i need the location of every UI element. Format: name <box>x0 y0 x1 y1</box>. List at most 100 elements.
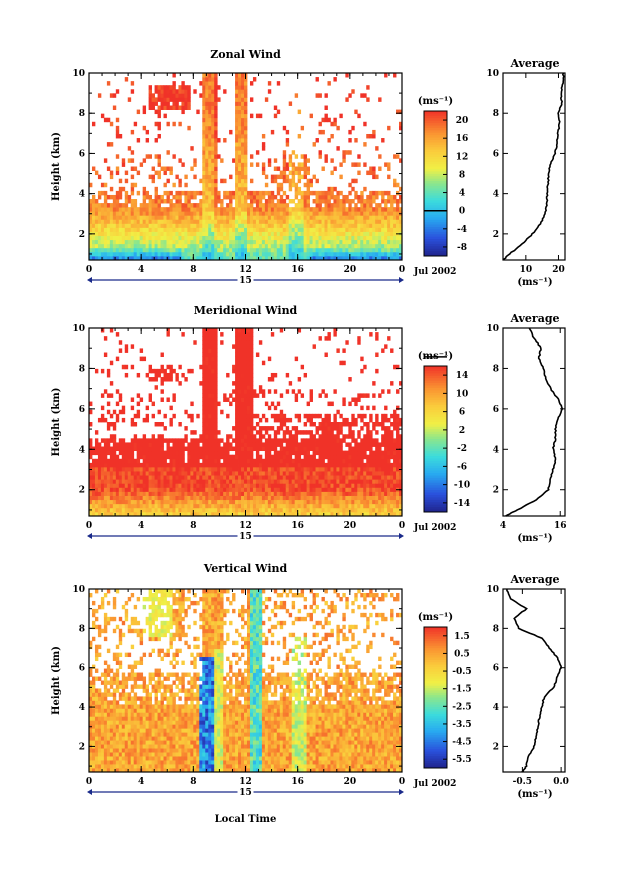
heatmap-cell <box>211 340 215 345</box>
heatmap-cell <box>202 138 206 143</box>
heatmap-cell <box>130 405 135 411</box>
heatmap-cell <box>273 458 278 464</box>
heatmap-cell <box>145 255 150 261</box>
heatmap-cell <box>273 405 278 411</box>
heatmap-cell <box>217 243 221 249</box>
heatmap-cell <box>303 243 308 249</box>
heatmap-cell <box>100 450 105 456</box>
heatmap-cell <box>246 344 251 349</box>
heatmap-cell <box>241 364 245 370</box>
heatmap-cell <box>366 475 370 480</box>
heatmap-cell <box>360 231 364 237</box>
heatmap-cell <box>160 397 164 402</box>
heatmap-cell <box>303 413 308 419</box>
heatmap-cell <box>342 499 346 505</box>
heatmap-cell <box>241 438 245 443</box>
heatmap-cell <box>220 340 224 345</box>
heatmap-cell <box>244 487 248 492</box>
heatmap-cell <box>112 211 117 216</box>
colorbar-segment <box>424 193 447 197</box>
heatmap-cell <box>399 158 403 163</box>
heatmap-cell <box>285 503 290 509</box>
heatmap-cell <box>241 466 245 472</box>
heatmap-cell <box>390 239 394 245</box>
heatmap-cell <box>97 507 102 513</box>
heatmap-cell <box>336 491 340 496</box>
heatmap-cell <box>157 85 161 90</box>
heatmap-cell <box>333 417 337 423</box>
heatmap-cell <box>211 190 215 196</box>
heatmap-cell <box>255 450 260 456</box>
heatmap-cell <box>139 471 144 476</box>
heatmap-cell <box>345 499 349 505</box>
heatmap-cell <box>244 190 248 196</box>
heatmap-cell <box>211 125 215 131</box>
heatmap-cell <box>238 434 242 439</box>
heatmap-cell <box>226 499 230 505</box>
date-bar-arrow-left <box>87 277 92 283</box>
heatmap-cell <box>106 511 111 517</box>
heatmap-cell <box>276 239 281 245</box>
heatmap-cell <box>279 203 284 208</box>
heatmap-cell <box>160 483 164 488</box>
heatmap-cell <box>196 466 200 472</box>
heatmap-cell <box>235 364 239 370</box>
heatmap-cell <box>109 142 114 147</box>
heatmap-cell <box>187 487 191 492</box>
heatmap-cell <box>187 491 191 496</box>
colorbar-segment <box>424 195 447 199</box>
heatmap-cell <box>276 109 281 115</box>
heatmap-cell <box>94 462 99 468</box>
heatmap-cell <box>246 231 251 237</box>
heatmap-cell <box>160 368 164 374</box>
heatmap-cell <box>205 458 209 464</box>
heatmap-cell <box>205 170 209 176</box>
heatmap-cell <box>241 389 245 394</box>
y-tick-label: 2 <box>79 230 85 240</box>
heatmap-cell <box>89 247 93 253</box>
heatmap-cell <box>241 499 245 505</box>
heatmap-cell <box>282 158 287 163</box>
heatmap-cell <box>255 462 260 468</box>
profile-x-label: (ms⁻¹) <box>517 277 552 288</box>
heatmap-cell <box>244 125 248 131</box>
heatmap-cell <box>106 231 111 237</box>
heatmap-cell <box>211 77 215 82</box>
heatmap-cell <box>100 462 105 468</box>
heatmap-cell <box>196 499 200 505</box>
profile-line <box>502 72 565 261</box>
heatmap-cell <box>306 182 310 188</box>
heatmap-cell <box>241 409 245 415</box>
heatmap-cell <box>303 479 308 484</box>
heatmap-cell <box>318 129 322 135</box>
heatmap-cell <box>142 251 147 257</box>
heatmap-cell <box>291 251 296 257</box>
heatmap-cell <box>142 255 147 261</box>
heatmap-cell <box>232 426 236 431</box>
heatmap-cell <box>118 340 123 345</box>
heatmap-cell <box>339 190 343 196</box>
heatmap-cell <box>291 223 296 228</box>
heatmap-cell <box>294 182 299 188</box>
heatmap-cell <box>288 507 293 513</box>
heatmap-cell <box>202 438 206 443</box>
heatmap-cell <box>252 389 257 394</box>
heatmap-cell <box>288 227 293 232</box>
heatmap-cell <box>106 462 111 468</box>
heatmap-cell <box>357 430 361 435</box>
heatmap-cell <box>246 397 251 402</box>
heatmap-cell <box>285 194 290 200</box>
heatmap-cell <box>109 194 114 200</box>
colorbar-unit: (ms⁻¹) <box>418 96 453 107</box>
heatmap-cell <box>148 247 152 253</box>
heatmap-cell <box>217 479 221 484</box>
heatmap-cell <box>288 186 293 192</box>
heatmap-cell <box>91 215 96 220</box>
heatmap-cell <box>205 348 209 353</box>
colorbar-segment <box>424 224 447 228</box>
heatmap-cell <box>163 495 167 501</box>
heatmap-cell <box>130 503 135 509</box>
heatmap-cell <box>211 393 215 398</box>
heatmap-cell <box>244 109 248 115</box>
heatmap-cell <box>202 235 206 241</box>
